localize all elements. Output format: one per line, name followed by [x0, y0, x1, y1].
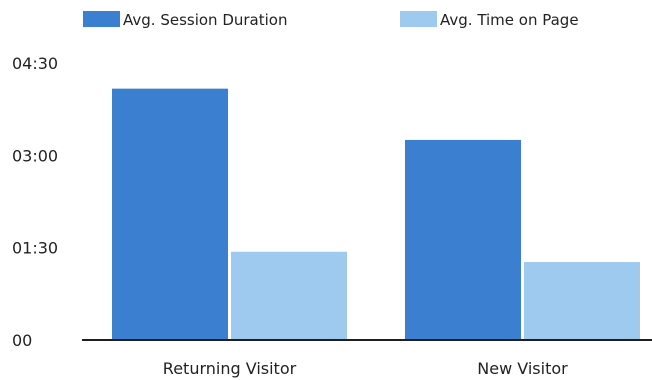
y-tick-label-01:30: 01:30	[12, 239, 58, 258]
y-tick-label-03:00: 03:00	[12, 146, 58, 165]
x-category-label-1: Returning Visitor	[163, 359, 297, 378]
bars	[112, 88, 640, 340]
y-axis-ticks: 00 01:30 03:00 04:30	[12, 54, 58, 350]
legend-swatch-2	[400, 11, 437, 27]
legend-swatch-1	[83, 11, 120, 27]
bar-new-visitor-series-2	[524, 262, 640, 340]
y-tick-label-04:30: 04:30	[12, 54, 58, 73]
legend-label-2: Avg. Time on Page	[440, 11, 579, 29]
x-category-label-2: New Visitor	[477, 359, 568, 378]
x-axis-categories: Returning Visitor New Visitor	[163, 359, 568, 378]
bar-returning-visitor-series-1	[112, 88, 228, 340]
legend: Avg. Session Duration Avg. Time on Page	[83, 11, 579, 29]
bar-new-visitor-series-1	[405, 139, 521, 340]
bar-returning-visitor-series-2	[231, 251, 347, 340]
legend-label-1: Avg. Session Duration	[123, 11, 287, 29]
y-tick-label-00: 00	[12, 331, 32, 350]
